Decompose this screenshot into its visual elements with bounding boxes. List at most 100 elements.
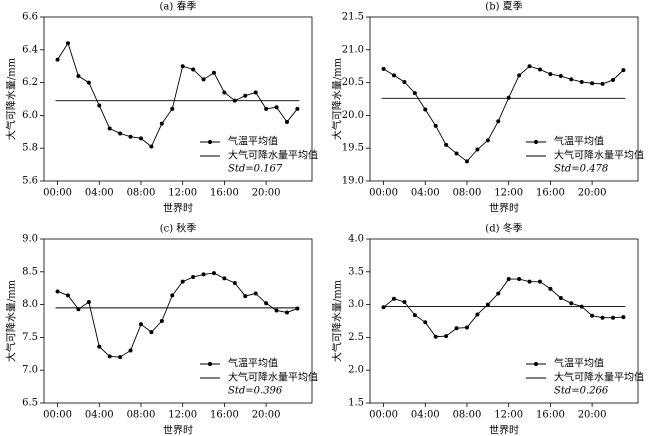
data-point bbox=[128, 134, 133, 139]
data-point bbox=[485, 302, 490, 307]
data-point bbox=[264, 106, 269, 111]
data-point bbox=[284, 119, 289, 124]
series-line bbox=[57, 42, 298, 148]
data-point bbox=[381, 66, 386, 71]
x-tick-label: 00:00 bbox=[43, 410, 72, 421]
data-point bbox=[274, 105, 279, 110]
legend-label: 气温平均值 bbox=[554, 135, 604, 148]
x-tick-label: 12:00 bbox=[494, 188, 523, 199]
y-tick-label: 4.0 bbox=[348, 234, 364, 245]
data-point bbox=[97, 103, 102, 108]
data-point bbox=[412, 91, 417, 96]
data-point bbox=[548, 286, 553, 291]
data-point bbox=[222, 90, 227, 95]
y-tick-label: 5.6 bbox=[22, 176, 38, 187]
data-point bbox=[65, 41, 70, 46]
data-point bbox=[86, 299, 91, 304]
data-point bbox=[610, 315, 615, 320]
y-tick-label: 2.5 bbox=[348, 332, 364, 343]
x-tick-label: 20:00 bbox=[252, 410, 281, 421]
data-point bbox=[506, 95, 511, 100]
y-axis-label: 大气可降水量/mm bbox=[331, 279, 344, 362]
data-point bbox=[118, 355, 123, 360]
panel-title: (d) 冬季 bbox=[485, 222, 522, 235]
data-point bbox=[621, 68, 626, 73]
data-point bbox=[412, 313, 417, 318]
data-point bbox=[295, 306, 300, 311]
data-point bbox=[590, 313, 595, 318]
data-point bbox=[485, 138, 490, 143]
series-line bbox=[383, 278, 624, 338]
y-tick-label: 19.5 bbox=[342, 143, 364, 154]
data-point bbox=[590, 81, 595, 86]
data-point bbox=[579, 304, 584, 309]
data-point bbox=[243, 93, 248, 98]
y-tick-label: 6.2 bbox=[22, 77, 38, 88]
data-point bbox=[107, 126, 112, 131]
y-tick-label: 19.0 bbox=[342, 176, 364, 187]
data-point bbox=[444, 142, 449, 147]
data-point bbox=[201, 77, 206, 82]
data-point bbox=[517, 73, 522, 78]
y-tick-label: 20.5 bbox=[342, 77, 364, 88]
data-point bbox=[295, 106, 300, 111]
x-tick-label: 20:00 bbox=[578, 188, 607, 199]
data-point bbox=[107, 354, 112, 359]
x-tick-label: 08:00 bbox=[127, 188, 156, 199]
data-point bbox=[527, 279, 532, 284]
data-point bbox=[391, 296, 396, 301]
y-tick-label: 21.0 bbox=[342, 44, 364, 55]
legend-marker bbox=[208, 362, 212, 366]
x-tick-label: 20:00 bbox=[252, 188, 281, 199]
data-point bbox=[159, 121, 164, 126]
x-tick-label: 20:00 bbox=[578, 410, 607, 421]
x-axis-label: 世界时 bbox=[163, 203, 193, 215]
y-tick-label: 6.4 bbox=[22, 44, 38, 55]
y-tick-label: 8.0 bbox=[22, 299, 38, 310]
data-point bbox=[423, 107, 428, 112]
data-point bbox=[454, 151, 459, 156]
y-tick-label: 6.5 bbox=[22, 398, 38, 409]
y-tick-label: 5.8 bbox=[22, 143, 38, 154]
legend-label: 大气可降水量平均值 bbox=[228, 149, 318, 162]
data-point bbox=[211, 271, 216, 276]
data-point bbox=[381, 305, 386, 310]
data-point bbox=[232, 98, 237, 103]
data-point bbox=[600, 81, 605, 86]
y-tick-label: 6.6 bbox=[22, 12, 38, 23]
data-point bbox=[232, 280, 237, 285]
x-tick-label: 12:00 bbox=[494, 410, 523, 421]
y-tick-label: 7.5 bbox=[22, 332, 38, 343]
x-tick-label: 04:00 bbox=[85, 188, 114, 199]
x-axis-label: 世界时 bbox=[163, 425, 193, 436]
data-point bbox=[222, 276, 227, 281]
panel-title: (b) 夏季 bbox=[485, 1, 522, 13]
y-tick-label: 20.0 bbox=[342, 110, 364, 121]
y-tick-label: 1.5 bbox=[348, 398, 364, 409]
y-tick-label: 21.5 bbox=[342, 12, 364, 23]
data-point bbox=[402, 79, 407, 84]
data-point bbox=[170, 293, 175, 298]
data-point bbox=[138, 322, 143, 327]
data-point bbox=[211, 70, 216, 75]
data-point bbox=[97, 344, 102, 349]
plot-frame bbox=[369, 16, 639, 182]
x-tick-label: 04:00 bbox=[85, 410, 114, 421]
y-tick-label: 7.0 bbox=[22, 365, 38, 376]
legend-label: 气温平均值 bbox=[228, 135, 278, 148]
data-point bbox=[149, 144, 154, 149]
x-tick-label: 12:00 bbox=[168, 410, 197, 421]
data-point bbox=[579, 79, 584, 84]
x-tick-label: 16:00 bbox=[210, 410, 239, 421]
data-point bbox=[444, 334, 449, 339]
data-point bbox=[610, 77, 615, 82]
y-axis-label: 大气可降水量/mm bbox=[331, 57, 344, 140]
data-point bbox=[128, 348, 133, 353]
data-point bbox=[402, 299, 407, 304]
data-point bbox=[65, 293, 70, 298]
series-line bbox=[57, 272, 298, 358]
annotation: Std=0.396 bbox=[228, 386, 283, 397]
data-point bbox=[191, 275, 196, 280]
x-tick-label: 08:00 bbox=[453, 410, 482, 421]
